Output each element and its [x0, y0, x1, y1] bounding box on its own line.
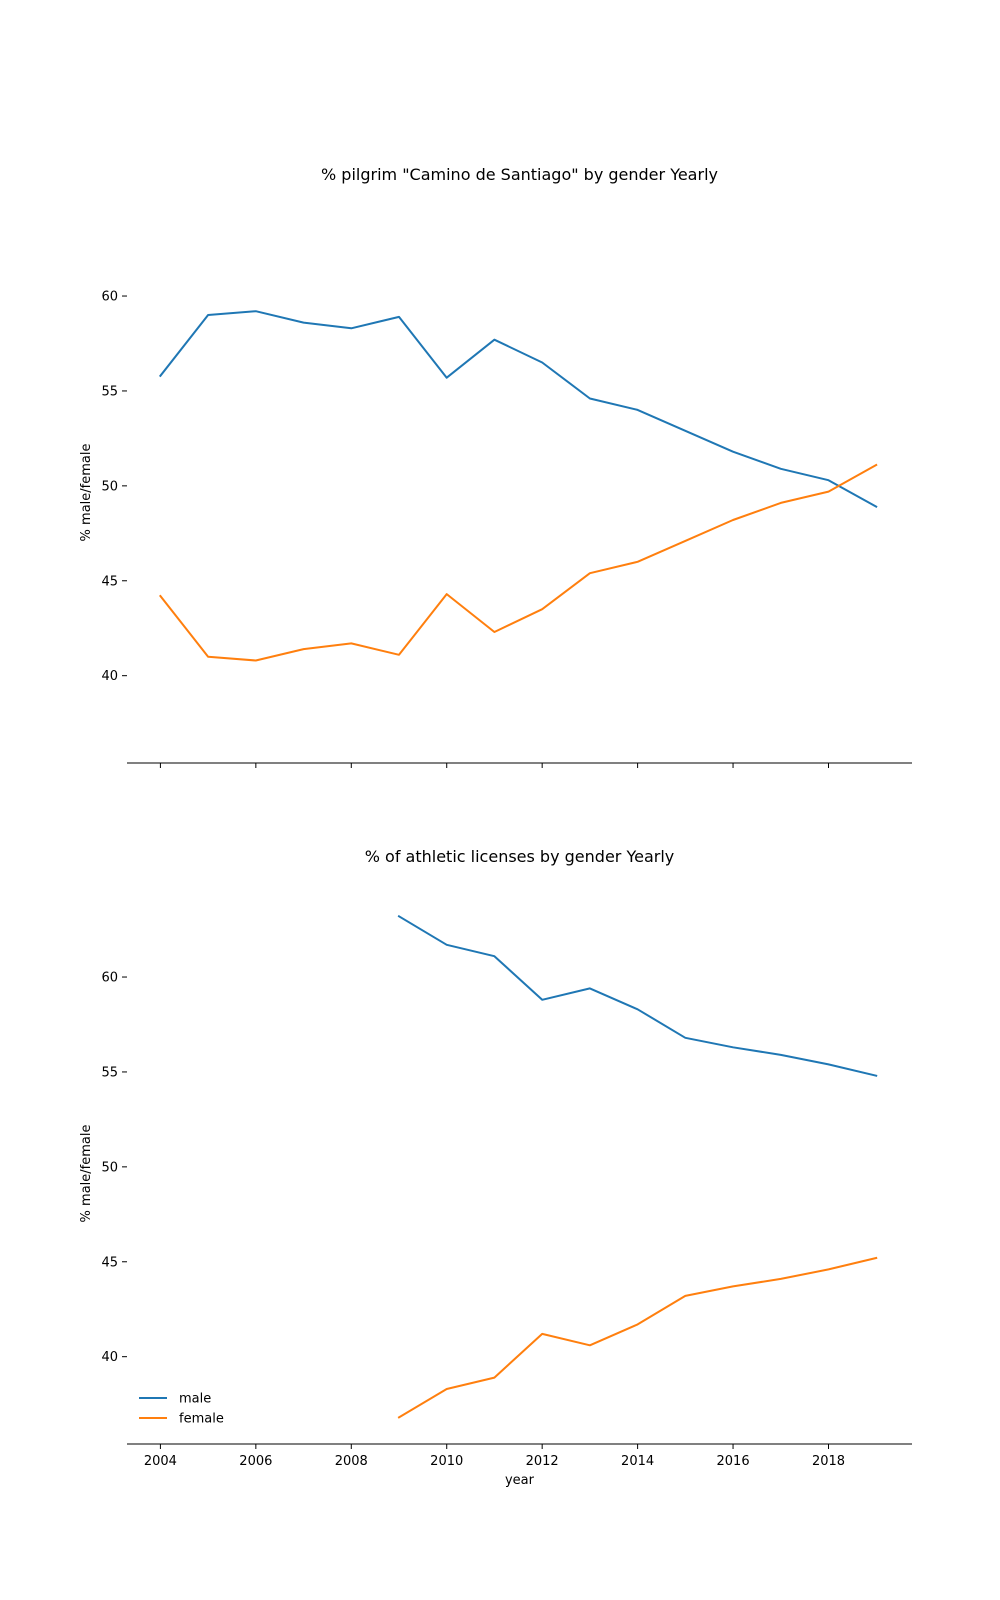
chart-2-legend: male female	[139, 1392, 224, 1427]
chart-2-x-axis-label: year	[505, 1473, 535, 1488]
chart-2-y-tick-label: 40	[101, 1350, 118, 1365]
chart-2-series-male-line	[397, 914, 878, 1077]
chart-2-series-female-line	[397, 1256, 878, 1419]
chart-2-y-tick-label: 55	[101, 1065, 118, 1080]
chart-2-y-axis-label: % male/female	[79, 1125, 94, 1223]
chart-1-title: % pilgrim "Camino de Santiago" by gender…	[321, 165, 718, 184]
chart-1-y-tick-label: 45	[101, 574, 118, 589]
chart-1-y-axis-label: % male/female	[79, 444, 94, 542]
chart-1-y-tick-label: 50	[101, 479, 118, 494]
chart-2-legend-female-label: female	[179, 1412, 224, 1427]
chart-2: % of athletic licenses by gender Yearly 4…	[79, 847, 912, 1488]
chart-1-series-male-line	[158, 310, 878, 509]
chart-2-y-tick-label: 60	[101, 971, 118, 986]
chart-2-y-tick-label: 45	[101, 1255, 118, 1270]
chart-2-x-tick-label: 2012	[526, 1454, 559, 1469]
chart-2-x-tick-label: 2004	[144, 1454, 177, 1469]
chart-1-y-tick-label: 40	[101, 669, 118, 684]
chart-2-x-tick-label: 2016	[717, 1454, 750, 1469]
chart-2-x-tick-label: 2018	[812, 1454, 845, 1469]
chart-2-x-tick-label: 2010	[430, 1454, 463, 1469]
chart-1-y-tick-label: 55	[101, 384, 118, 399]
chart-1: % pilgrim "Camino de Santiago" by gender…	[79, 165, 912, 768]
chart-2-x-tick-label: 2006	[239, 1454, 272, 1469]
chart-1-series-female-line	[158, 463, 878, 662]
chart-2-x-tick-label: 2014	[621, 1454, 654, 1469]
chart-1-y-tick-label: 60	[101, 290, 118, 305]
chart-2-legend-male-label: male	[179, 1392, 211, 1407]
chart-2-title: % of athletic licenses by gender Yearly	[365, 847, 674, 866]
chart-2-y-tick-label: 50	[101, 1160, 118, 1175]
chart-2-x-tick-label: 2008	[335, 1454, 368, 1469]
